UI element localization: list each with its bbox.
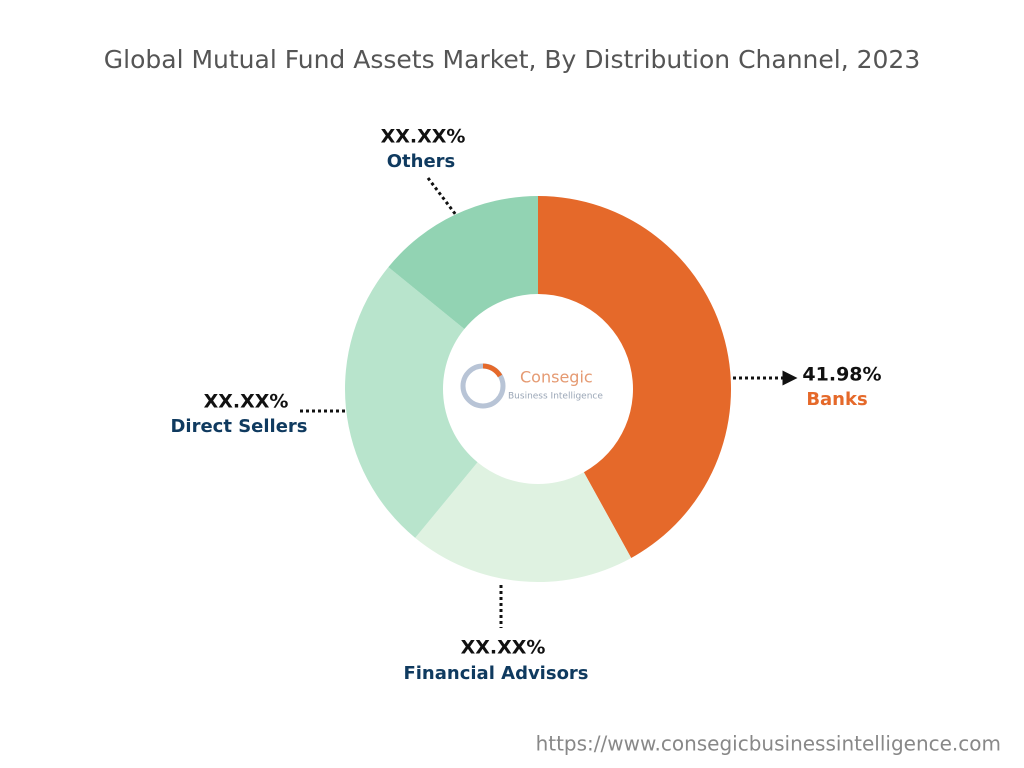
value-label: XX.XX% — [461, 637, 546, 659]
donut-slice — [415, 462, 632, 582]
footer-url: https://www.consegicbusinessintelligence… — [536, 732, 1001, 756]
logo-tagline: Business Intelligence — [508, 392, 603, 402]
donut-slice — [345, 267, 478, 538]
category-label: Financial Advisors — [403, 663, 588, 684]
logo-name: Consegic — [520, 368, 593, 387]
donut — [345, 196, 731, 582]
leader-line — [426, 177, 458, 216]
logo: Consegic Business Intelligence — [460, 363, 603, 409]
category-label: Others — [387, 151, 456, 172]
value-label: XX.XX% — [204, 391, 289, 413]
category-label: Direct Sellers — [170, 416, 307, 437]
donut-slice — [538, 196, 731, 559]
value-label: XX.XX% — [381, 126, 466, 148]
donut-slice — [388, 196, 538, 329]
category-label: Banks — [806, 389, 867, 410]
chart-title: Global Mutual Fund Assets Market, By Dis… — [104, 45, 920, 74]
value-label: 41.98% — [802, 364, 881, 386]
logo-accent — [482, 363, 503, 378]
